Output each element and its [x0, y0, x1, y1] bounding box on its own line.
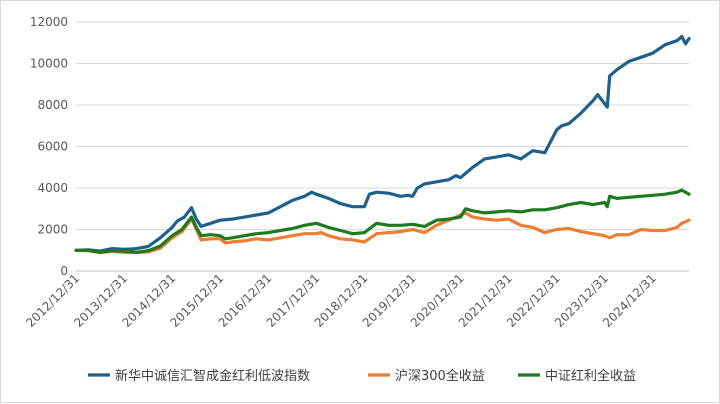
series-line-1 [74, 34, 691, 253]
legend: 新华中诚信汇智成金红利低波指数 沪深300全收益 中证红利全收益 [88, 368, 636, 384]
y-tick-label: 10000 [30, 57, 68, 71]
y-tick-label: 0 [60, 264, 68, 278]
legend-item-3: 中证红利全收益 [518, 368, 636, 384]
y-tick-label: 4000 [37, 181, 68, 195]
y-tick-label: 6000 [37, 140, 68, 154]
legend-item-2: 沪深300全收益 [368, 368, 485, 384]
legend-label: 中证红利全收益 [545, 368, 636, 384]
y-tick-label: 2000 [37, 223, 68, 237]
series-line-3 [74, 188, 691, 254]
y-tick-label: 8000 [37, 98, 68, 112]
legend-item-1: 新华中诚信汇智成金红利低波指数 [88, 368, 310, 384]
y-tick-label: 12000 [30, 15, 68, 29]
series-lines [74, 34, 691, 255]
legend-label: 新华中诚信汇智成金红利低波指数 [115, 368, 310, 384]
gridlines [76, 21, 689, 230]
legend-label: 沪深300全收益 [395, 368, 485, 384]
axes: 0200040006000800010000120002012/12/31201… [23, 15, 689, 330]
